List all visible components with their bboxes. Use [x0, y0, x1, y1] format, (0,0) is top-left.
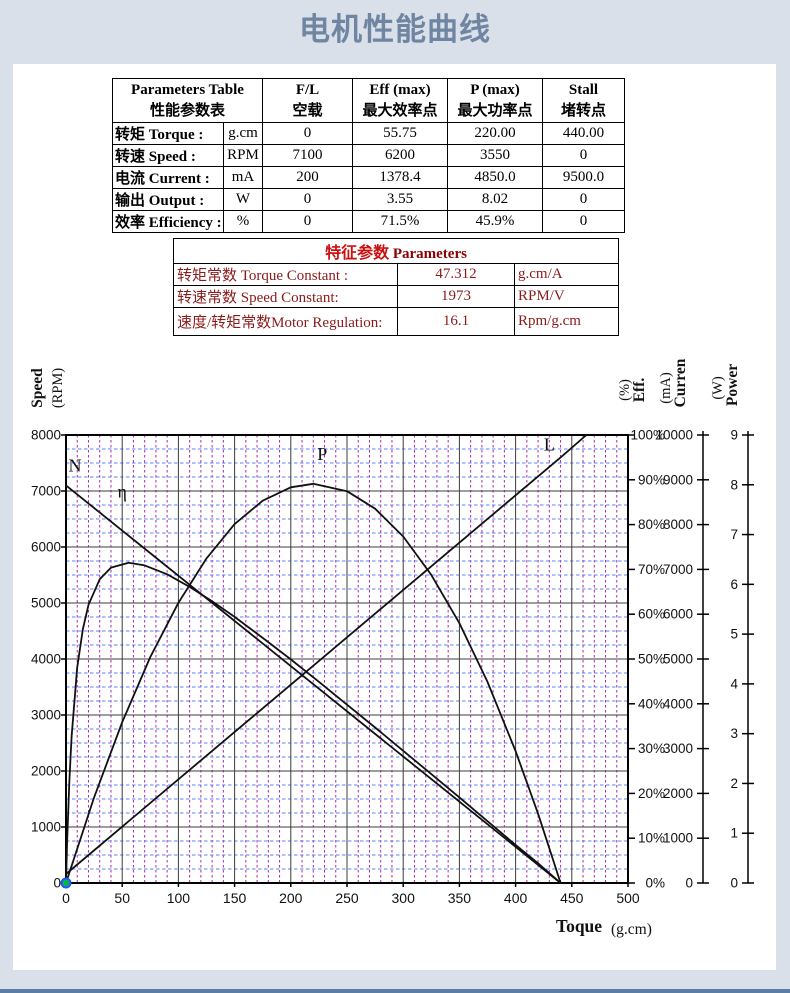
- svg-text:20%: 20%: [638, 786, 665, 801]
- svg-text:70%: 70%: [638, 562, 665, 577]
- svg-text:300: 300: [392, 890, 416, 906]
- svg-text:Speed: Speed: [29, 368, 46, 408]
- unit-cell: W: [223, 188, 263, 211]
- svg-text:6000: 6000: [31, 540, 61, 555]
- svg-text:90%: 90%: [638, 472, 665, 487]
- svg-text:0: 0: [62, 890, 70, 906]
- table-row-speed: 转速 Speed : RPM 7100 6200 3550 0: [112, 144, 625, 167]
- svg-text:1: 1: [730, 826, 738, 841]
- bottom-accent-bar: [0, 989, 790, 993]
- svg-text:1000: 1000: [663, 831, 693, 846]
- header-col-stall: Stall 堵转点: [542, 78, 625, 123]
- svg-text:2000: 2000: [663, 786, 693, 801]
- unit-cell: RPM: [223, 144, 263, 167]
- svg-text:8: 8: [730, 477, 738, 492]
- svg-text:8000: 8000: [663, 517, 693, 532]
- svg-text:100%: 100%: [630, 428, 665, 443]
- svg-text:(mA): (mA): [658, 372, 674, 404]
- svg-text:6000: 6000: [663, 607, 693, 622]
- svg-text:250: 250: [335, 890, 359, 906]
- svg-text:450: 450: [560, 890, 584, 906]
- svg-text:400: 400: [504, 890, 528, 906]
- performance-table-header: Parameters Table 性能参数表 F/L 空载 Eff (max) …: [112, 78, 625, 123]
- header-col-fl: F/L 空载: [262, 78, 353, 123]
- svg-text:N: N: [68, 455, 81, 475]
- svg-text:1000: 1000: [31, 820, 61, 835]
- svg-text:350: 350: [448, 890, 472, 906]
- svg-text:5000: 5000: [31, 596, 61, 611]
- svg-text:5000: 5000: [663, 652, 693, 667]
- svg-text:0%: 0%: [645, 876, 665, 891]
- svg-text:10000: 10000: [655, 428, 693, 443]
- svg-text:50%: 50%: [638, 652, 665, 667]
- svg-text:5: 5: [730, 627, 738, 642]
- svg-text:7: 7: [730, 527, 738, 542]
- char-row-motor-regulation: 速度/转矩常数Motor Regulation: 16.1 Rpm/g.cm: [173, 307, 620, 336]
- header-col-p-max: P (max) 最大功率点: [447, 78, 543, 123]
- svg-text:Curren: Curren: [672, 358, 689, 407]
- svg-text:4: 4: [730, 676, 738, 691]
- svg-text:9: 9: [730, 428, 738, 443]
- unit-cell: g.cm: [223, 122, 263, 145]
- svg-text:10%: 10%: [638, 831, 665, 846]
- svg-text:4000: 4000: [31, 652, 61, 667]
- char-row-torque-constant: 转矩常数 Torque Constant : 47.312 g.cm/A: [173, 263, 620, 286]
- characteristics-table: 特征参数 Parameters 转矩常数 Torque Constant : 4…: [172, 238, 620, 336]
- svg-text:4000: 4000: [663, 696, 693, 711]
- svg-text:(g.cm): (g.cm): [611, 921, 652, 938]
- svg-text:3000: 3000: [31, 708, 61, 723]
- char-row-speed-constant: 转速常数 Speed Constant: 1973 RPM/V: [173, 285, 620, 308]
- svg-text:0: 0: [53, 876, 61, 891]
- svg-text:40%: 40%: [638, 696, 665, 711]
- table-row-efficiency: 效率 Efficiency : % 0 71.5% 45.9% 0: [112, 210, 625, 233]
- svg-text:(%): (%): [617, 379, 633, 401]
- table-row-torque: 转矩 Torque : g.cm 0 55.75 220.00 440.00: [112, 122, 625, 145]
- svg-text:50: 50: [114, 890, 130, 906]
- header-col-eff-max: Eff (max) 最大效率点: [352, 78, 448, 123]
- svg-text:100: 100: [167, 890, 191, 906]
- svg-text:(W): (W): [710, 376, 726, 400]
- unit-cell: %: [223, 210, 263, 233]
- svg-text:500: 500: [616, 890, 640, 906]
- svg-text:0: 0: [730, 876, 738, 891]
- svg-text:3000: 3000: [663, 741, 693, 756]
- svg-text:P: P: [317, 444, 327, 464]
- svg-text:2000: 2000: [31, 764, 61, 779]
- table-row-output: 输出 Output : W 0 3.55 8.02 0: [112, 188, 625, 211]
- page-title: 电机性能曲线: [299, 12, 491, 47]
- svg-text:η: η: [117, 482, 126, 502]
- svg-text:0: 0: [685, 876, 693, 891]
- svg-text:(RPM): (RPM): [50, 368, 66, 408]
- performance-table: Parameters Table 性能参数表 F/L 空载 Eff (max) …: [112, 78, 625, 233]
- svg-text:3: 3: [730, 726, 738, 741]
- svg-text:200: 200: [279, 890, 303, 906]
- svg-text:60%: 60%: [638, 607, 665, 622]
- svg-text:80%: 80%: [638, 517, 665, 532]
- svg-text:30%: 30%: [638, 741, 665, 756]
- performance-curve-chart: 0 1000 2000 3000 4000 5000 6000 7000 8000 0 50 100 1…: [25, 350, 770, 950]
- svg-text:9000: 9000: [663, 472, 693, 487]
- svg-text:L: L: [544, 435, 555, 455]
- svg-text:2: 2: [730, 776, 738, 791]
- svg-text:Eff.: Eff.: [631, 378, 648, 403]
- svg-text:8000: 8000: [31, 428, 61, 443]
- characteristics-table-header: 特征参数 Parameters: [172, 238, 620, 264]
- unit-cell: mA: [223, 166, 263, 189]
- svg-text:150: 150: [223, 890, 247, 906]
- svg-text:7000: 7000: [31, 484, 61, 499]
- svg-text:7000: 7000: [663, 562, 693, 577]
- svg-text:Toque: Toque: [556, 916, 602, 936]
- table-row-current: 电流 Current : mA 200 1378.4 4850.0 9500.0: [112, 166, 625, 189]
- svg-text:6: 6: [730, 577, 738, 592]
- svg-text:Power: Power: [724, 364, 741, 406]
- header-parameters-table: Parameters Table 性能参数表: [112, 78, 263, 123]
